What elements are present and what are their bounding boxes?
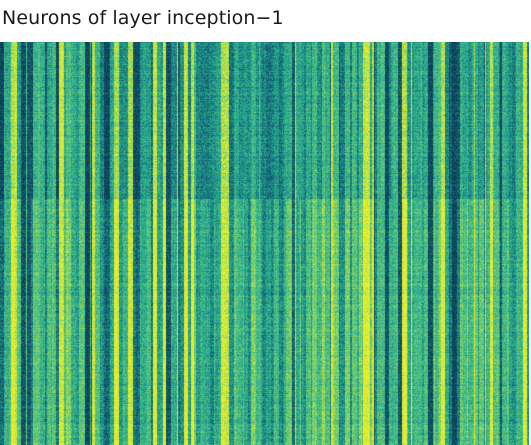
heatmap bbox=[0, 42, 529, 445]
heatmap-cells bbox=[0, 42, 529, 445]
chart-title: Neurons of layer inception−1 bbox=[2, 7, 284, 29]
